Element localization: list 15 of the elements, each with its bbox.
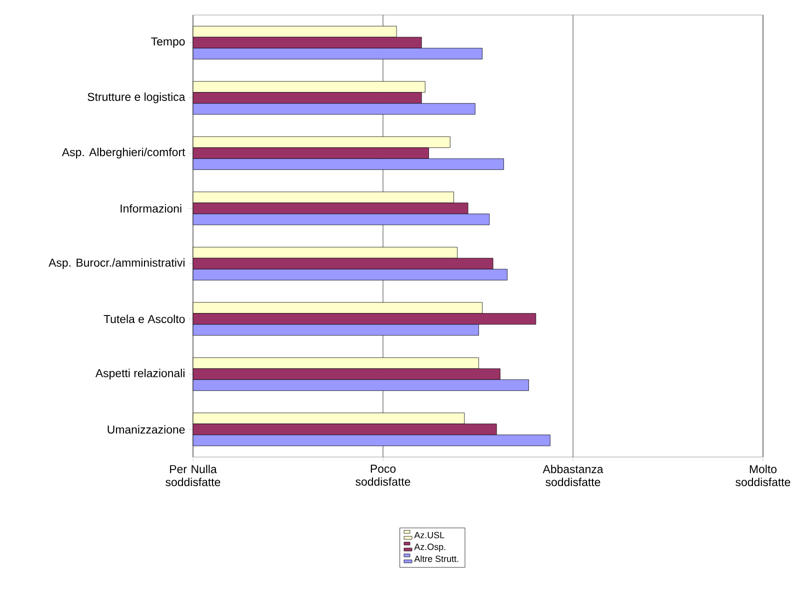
ref-line-label: Molto soddisfatte — [736, 464, 790, 486]
legend-label: Az.USL — [414, 532, 444, 538]
y-tick-label: Asp. Burocr./amministrativi — [48, 258, 184, 269]
ref-line-label: Poco soddisfatte — [356, 464, 410, 486]
y-tick-label: Tempo — [151, 38, 185, 48]
y-tick-label: Informazioni — [120, 204, 182, 213]
y-tick-label: Asp. Alberghieri/comfort — [62, 148, 186, 158]
y-tick-label: Aspetti relazionali — [95, 368, 184, 380]
y-tick-label: Tutela e Ascolto — [104, 314, 185, 324]
ref-line-label: Per Nulla soddisfatte — [166, 464, 220, 486]
legend-label: Altre Strutt. — [414, 555, 458, 562]
ref-line-label: Abbastanza soddisfatte — [542, 464, 604, 486]
y-tick-label: Umanizzazione — [108, 425, 185, 434]
legend-label: Az.Osp. — [414, 544, 446, 552]
y-tick-label: Strutture e logistica — [88, 92, 186, 104]
